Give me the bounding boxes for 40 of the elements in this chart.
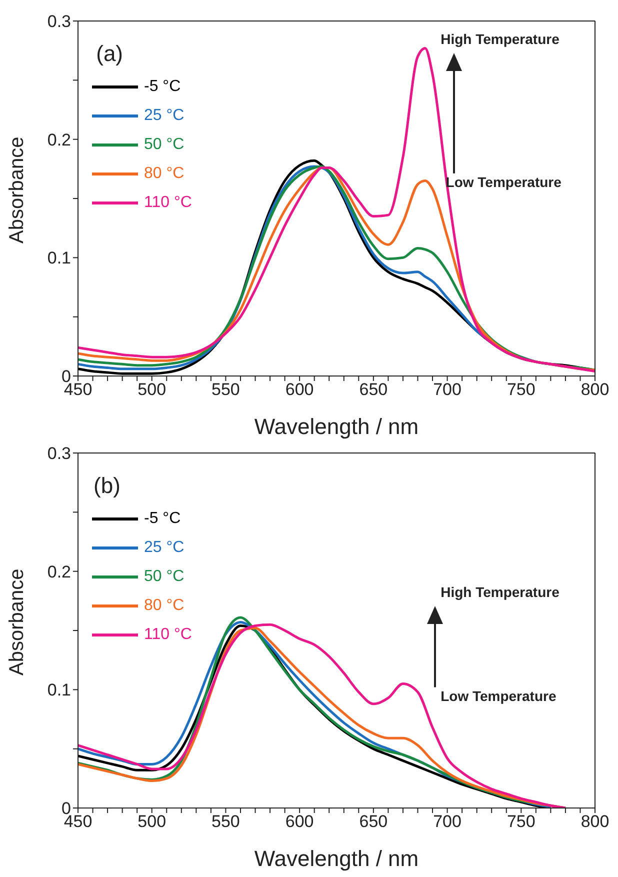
- x-tick-label: 700: [433, 380, 462, 400]
- x-tick-label: 500: [138, 380, 166, 400]
- annotation: High Temperature: [440, 31, 560, 48]
- legend-label: -5 °C: [144, 78, 181, 96]
- x-tick-label: 750: [506, 380, 536, 400]
- x-tick-label: 500: [138, 812, 166, 832]
- legend-label: 50 °C: [144, 136, 184, 154]
- legend-label: 50 °C: [144, 568, 184, 586]
- x-axis-title: Wavelength / nm: [254, 846, 419, 871]
- annotation: Low Temperature: [440, 688, 556, 704]
- x-tick-label: 800: [580, 380, 610, 400]
- x-tick-label: 700: [433, 812, 462, 832]
- legend-label: 110 °C: [144, 626, 192, 644]
- y-tick-label: 0.2: [47, 130, 71, 150]
- legend-label: 25 °C: [144, 538, 184, 556]
- legend-label: -5 °C: [144, 510, 181, 528]
- x-tick-label: 550: [212, 812, 240, 832]
- y-tick-label: 0.2: [47, 562, 71, 582]
- x-tick-label: 600: [285, 812, 314, 832]
- annotation: High Temperature: [440, 584, 560, 600]
- y-axis-title: Absorbance: [6, 568, 28, 676]
- x-tick-label: 800: [580, 812, 610, 832]
- x-tick-label: 550: [212, 380, 240, 400]
- x-axis-title: Wavelength / nm: [254, 414, 419, 439]
- y-tick-label: 0.3: [47, 444, 71, 464]
- x-tick-label: 750: [506, 812, 536, 832]
- x-tick-label: 600: [285, 380, 314, 400]
- annotation: (b): [94, 473, 120, 500]
- y-tick-label: 0.3: [47, 12, 71, 32]
- y-tick-label: 0.1: [47, 680, 71, 700]
- x-tick-label: 650: [359, 812, 388, 832]
- annotation: (a): [96, 41, 124, 68]
- legend-label: 25 °C: [144, 106, 184, 124]
- line-series: [78, 46, 595, 373]
- y-tick-label: 0.1: [47, 248, 71, 268]
- legend-label: 110 °C: [144, 194, 192, 212]
- y-axis-title: Absorbance: [6, 136, 28, 244]
- x-tick-label: 650: [359, 380, 388, 400]
- legend-label: 80 °C: [144, 164, 184, 182]
- legend-label: 80 °C: [144, 596, 184, 614]
